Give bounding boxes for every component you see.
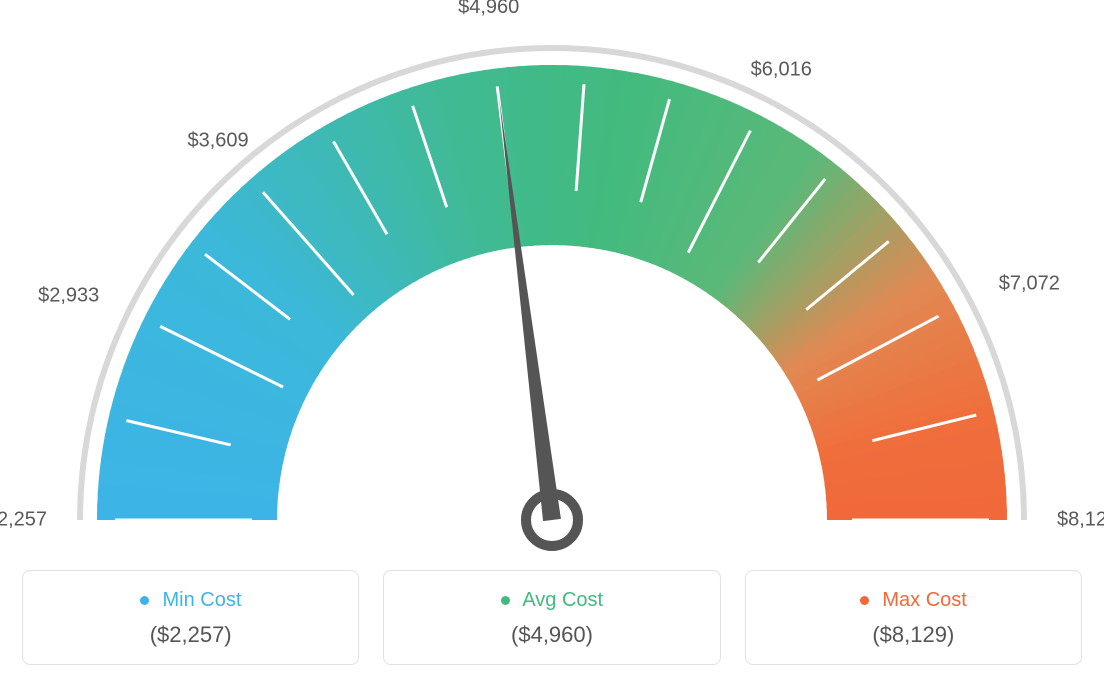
chart-container: $2,257$2,933$3,609$4,960$6,016$7,072$8,1… — [20, 20, 1084, 670]
dot-icon — [860, 596, 869, 605]
gauge-tick-label: $8,129 — [1057, 509, 1104, 532]
card-max-title-row: Max Cost — [756, 589, 1071, 612]
dot-icon — [501, 596, 510, 605]
dot-icon — [140, 596, 149, 605]
card-min-title: Min Cost — [162, 589, 241, 611]
gauge-svg — [22, 20, 1082, 580]
gauge-tick-label: $2,933 — [38, 285, 99, 308]
gauge-tick-label: $6,016 — [751, 59, 812, 82]
card-max-value: ($8,129) — [756, 622, 1071, 648]
card-avg-value: ($4,960) — [394, 622, 709, 648]
card-max-cost: Max Cost ($8,129) — [745, 570, 1082, 665]
card-min-title-row: Min Cost — [33, 589, 348, 612]
gauge: $2,257$2,933$3,609$4,960$6,016$7,072$8,1… — [22, 20, 1082, 560]
card-max-title: Max Cost — [882, 589, 966, 611]
card-avg-title-row: Avg Cost — [394, 589, 709, 612]
gauge-tick-label: $7,072 — [999, 273, 1060, 296]
card-avg-title: Avg Cost — [522, 589, 603, 611]
gauge-tick-label: $4,960 — [458, 0, 519, 19]
card-min-cost: Min Cost ($2,257) — [22, 570, 359, 665]
gauge-tick-label: $2,257 — [0, 509, 47, 532]
summary-cards: Min Cost ($2,257) Avg Cost ($4,960) Max … — [22, 570, 1082, 665]
card-avg-cost: Avg Cost ($4,960) — [383, 570, 720, 665]
card-min-value: ($2,257) — [33, 622, 348, 648]
gauge-tick-label: $3,609 — [187, 130, 248, 153]
